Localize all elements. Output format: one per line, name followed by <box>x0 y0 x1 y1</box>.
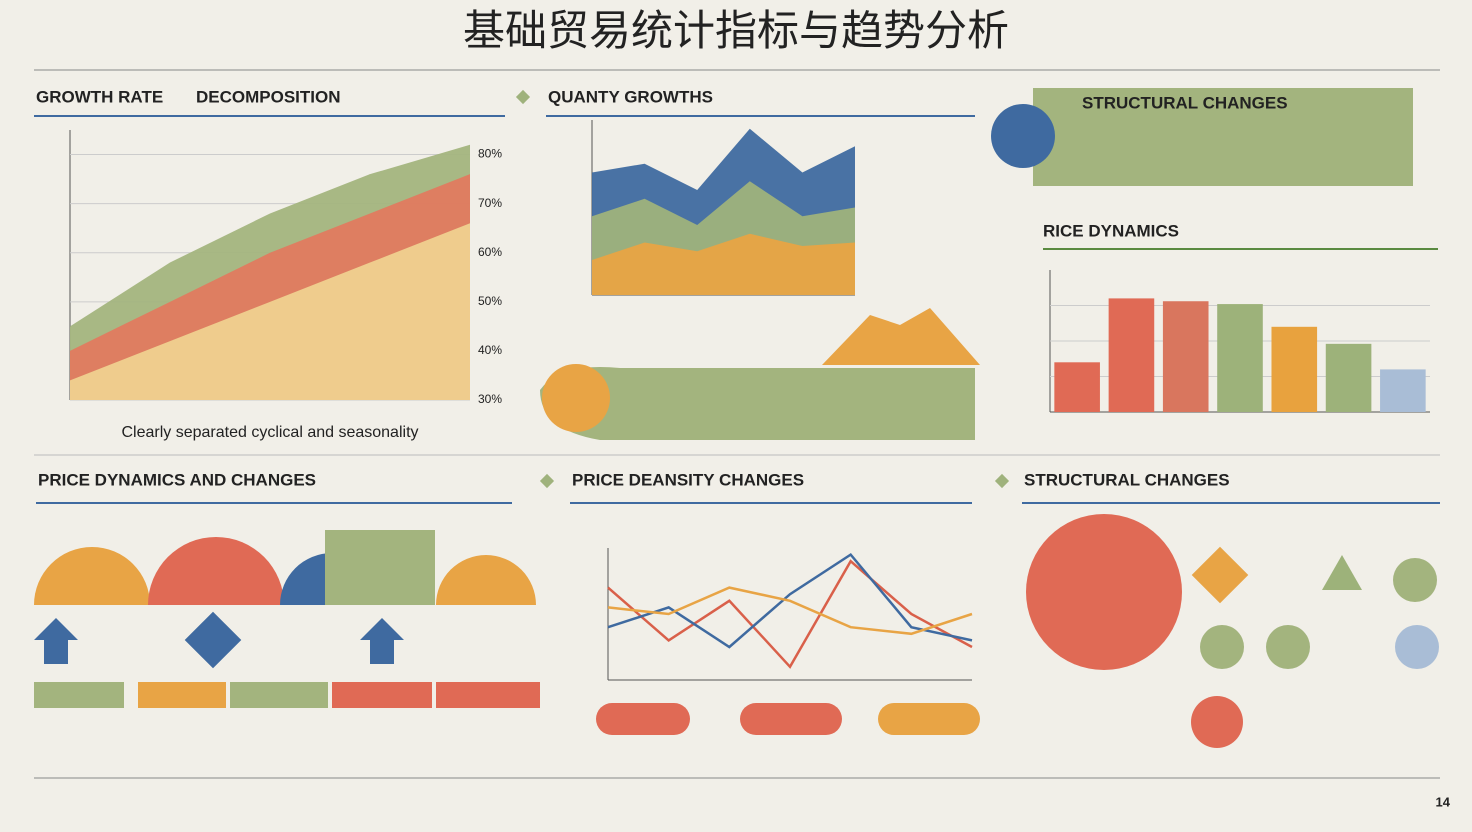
diamond-icon <box>515 89 531 105</box>
callout-icon <box>542 364 610 432</box>
heading: PRICE DEANSITY CHANGES <box>572 470 804 489</box>
arrow-icon <box>360 618 404 664</box>
line <box>607 552 973 649</box>
circle-icon <box>1393 558 1437 602</box>
charts: 30% 40% 50% 60% 70% 80% Clearly separated cycl… <box>69 120 1430 681</box>
y-tick-label: 30% <box>478 392 502 406</box>
area <box>592 233 855 295</box>
big-circle <box>1026 514 1182 670</box>
y-tick-label: 80% <box>478 147 502 161</box>
page-title: 基础贸易统计指标与趋势分析 <box>463 7 1009 54</box>
pill <box>878 703 980 735</box>
label-box <box>230 682 328 708</box>
bar <box>1271 326 1318 412</box>
bar <box>1108 298 1155 412</box>
y-tick-label: 60% <box>478 245 502 259</box>
circle-icon <box>1395 625 1439 669</box>
line <box>607 559 973 669</box>
line <box>607 586 973 636</box>
y-tick-label: 50% <box>478 294 502 308</box>
heading: GROWTH RATE <box>36 87 163 106</box>
pill <box>740 703 842 735</box>
mountain <box>822 308 980 365</box>
circle-icon <box>1266 625 1310 669</box>
bar <box>1380 369 1426 412</box>
badge <box>991 104 1055 168</box>
triangle-icon <box>1322 555 1362 590</box>
y-tick-label: 70% <box>478 196 502 210</box>
bar <box>1054 362 1100 412</box>
circle-icon <box>1191 696 1243 748</box>
block <box>325 530 435 605</box>
pill <box>596 703 690 735</box>
bar <box>1325 343 1372 412</box>
arch <box>148 537 284 605</box>
heading: RICE DYNAMICS <box>1043 221 1179 240</box>
arrow-icon <box>34 618 78 664</box>
page-number: 14 <box>1436 794 1451 809</box>
heading: STRUCTURAL CHANGES <box>1082 93 1288 112</box>
caption: Clearly separated cyclical and seasonali… <box>121 424 418 441</box>
bar <box>1162 301 1209 412</box>
circle-icon <box>1200 625 1244 669</box>
diamond <box>1191 546 1249 604</box>
heading: DECOMPOSITION <box>196 87 341 106</box>
heading: PRICE DYNAMICS AND CHANGES <box>38 470 316 489</box>
arch <box>436 555 536 605</box>
label-box <box>138 682 226 708</box>
y-tick-label: 40% <box>478 343 502 357</box>
label-box <box>436 682 540 708</box>
heading: STRUCTURAL CHANGES <box>1024 470 1230 489</box>
diamond-icon <box>994 473 1010 489</box>
diamond-icon <box>539 473 555 489</box>
label-box <box>34 682 124 708</box>
arch <box>34 547 150 605</box>
banner <box>1033 88 1413 186</box>
heading: QUANTY GROWTHS <box>548 87 713 106</box>
callout <box>540 366 975 440</box>
bar <box>1217 304 1263 412</box>
area <box>70 223 470 400</box>
label-box <box>332 682 432 708</box>
